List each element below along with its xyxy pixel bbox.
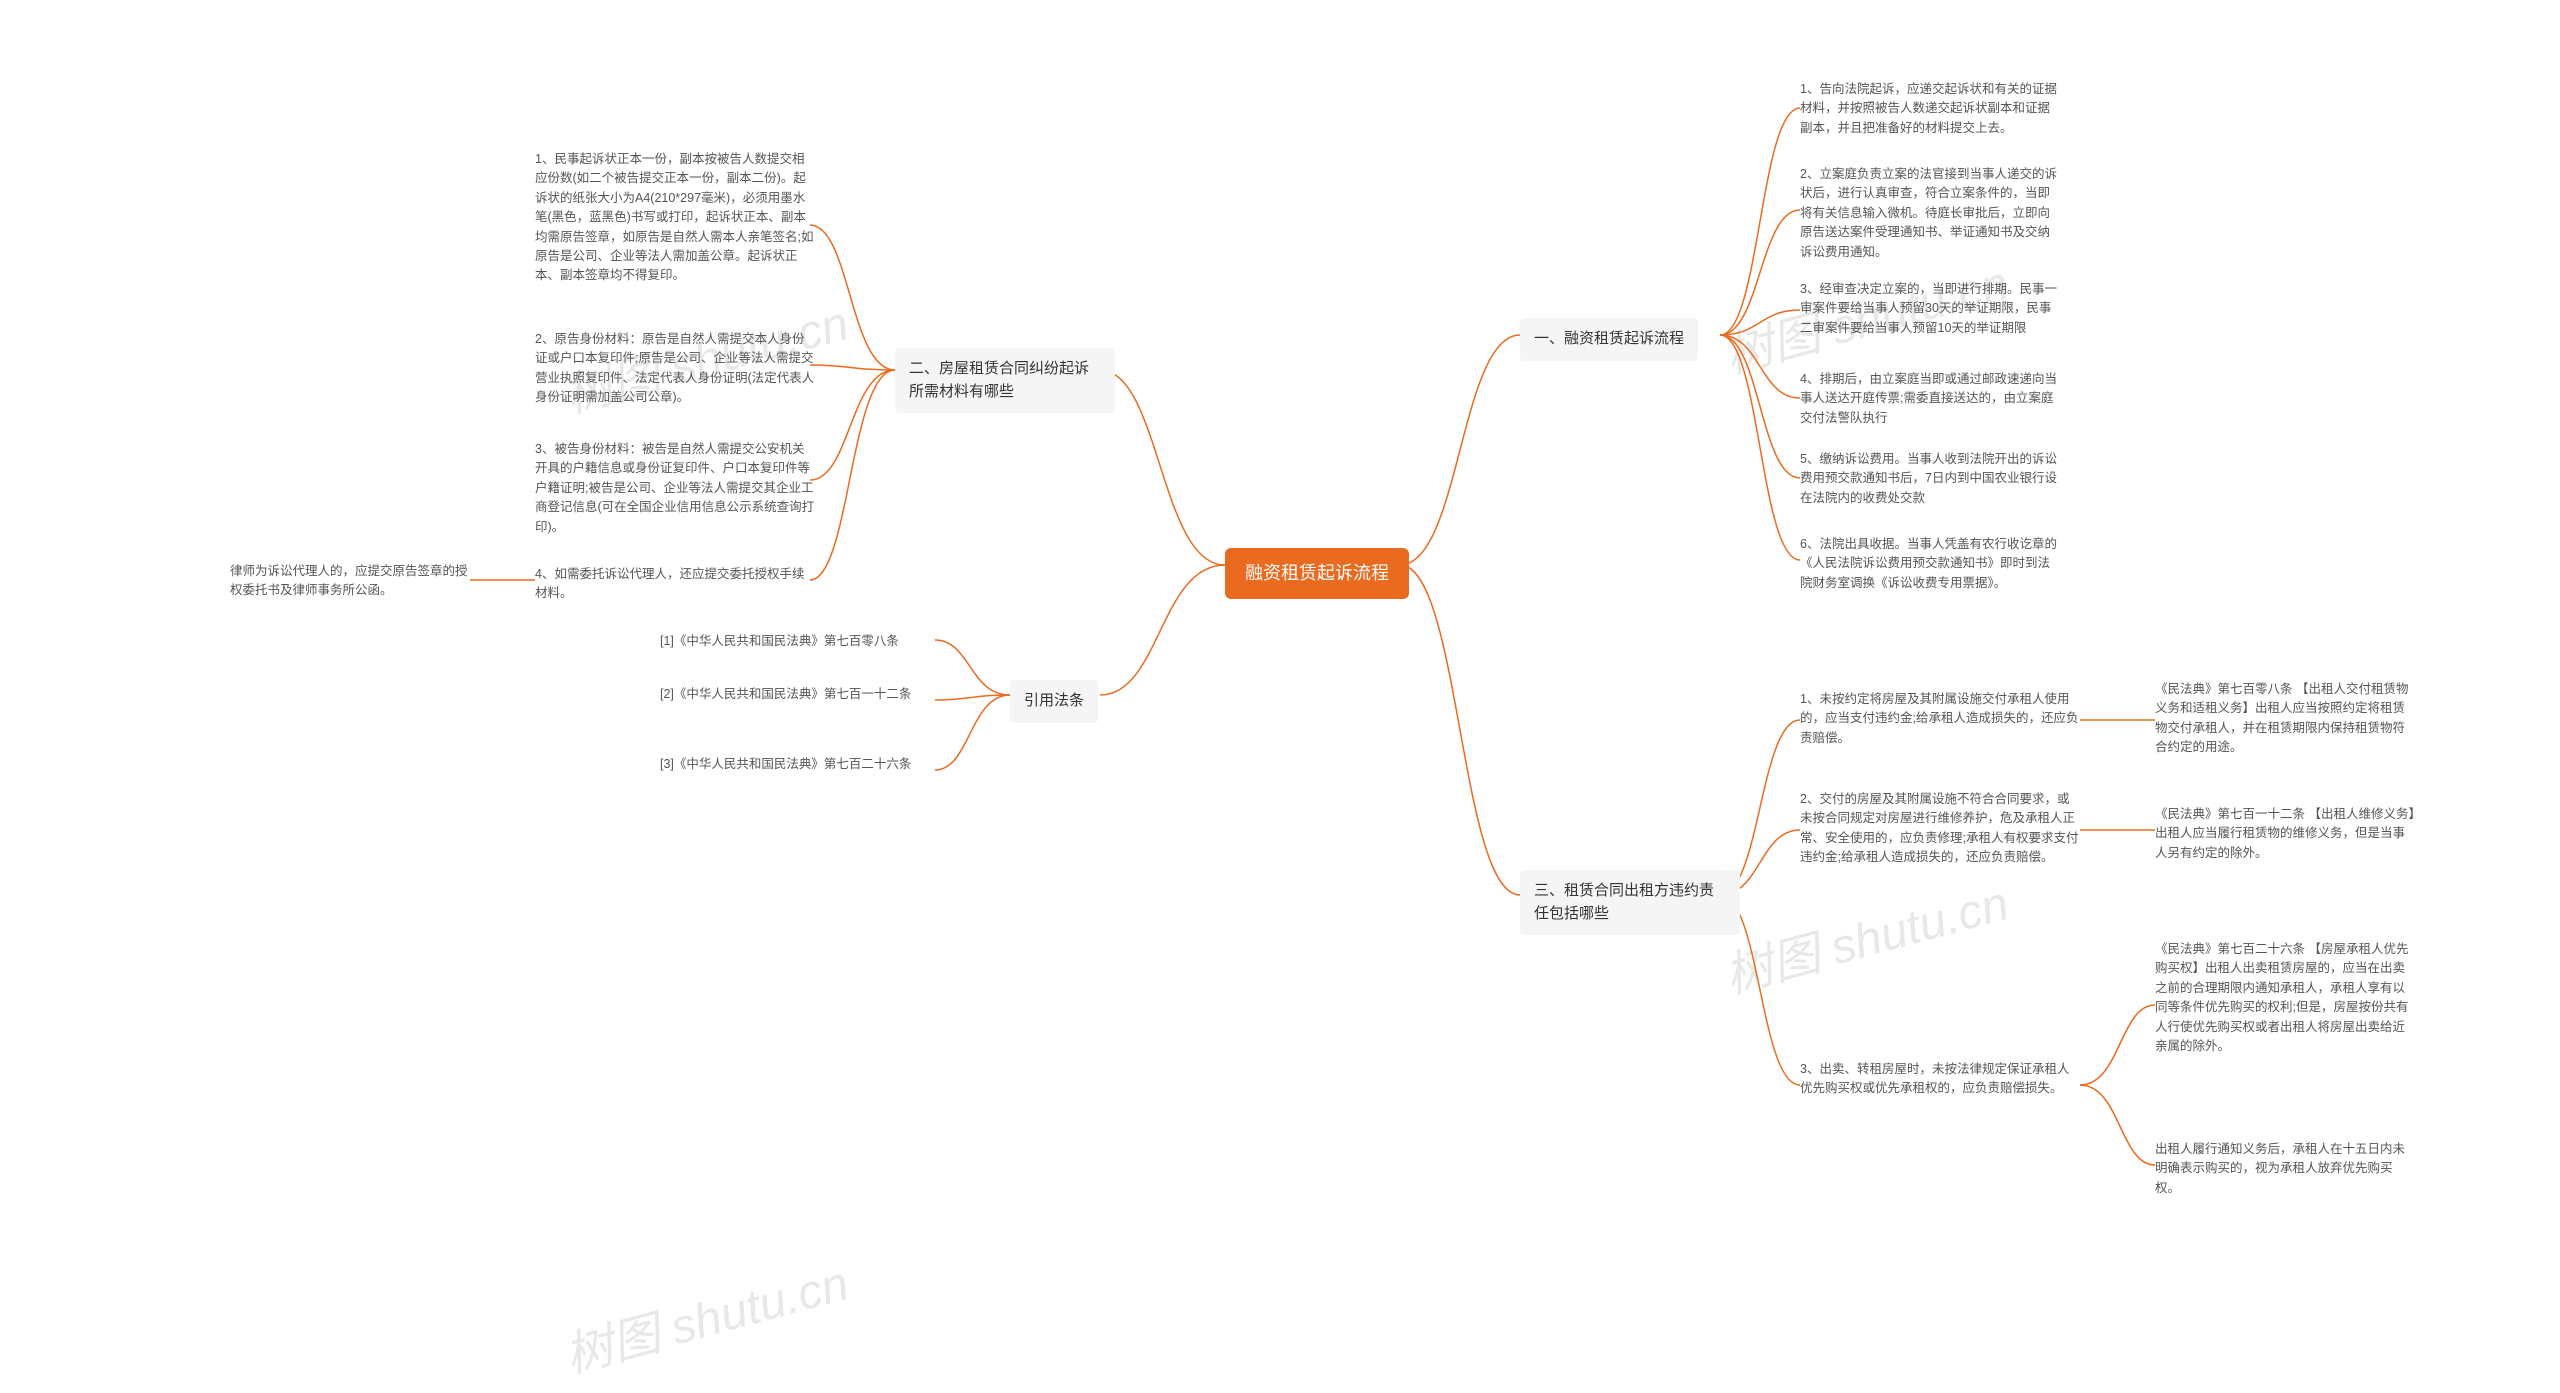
mindmap-container: 融资租赁起诉流程 一、融资租赁起诉流程 1、告向法院起诉，应递交起诉状和有关的证…: [0, 0, 2560, 1393]
branch-liability: 三、租赁合同出租方违约责任包括哪些: [1520, 870, 1740, 935]
leaf-materials-1: 1、民事起诉状正本一份，副本按被告人数提交相应份数(如二个被告提交正本一份，副本…: [535, 150, 815, 286]
leaf-process-1: 1、告向法院起诉，应递交起诉状和有关的证据材料，并按照被告人数递交起诉状副本和证…: [1800, 80, 2060, 138]
leaf-ref-2: [2]《中华人民共和国民法典》第七百一十二条: [660, 685, 911, 704]
root-node: 融资租赁起诉流程: [1225, 548, 1409, 599]
leaf-materials-3: 3、被告身份材料：被告是自然人需提交公安机关开具的户籍信息或身份证复印件、户口本…: [535, 440, 815, 537]
leaf-liability-1: 1、未按约定将房屋及其附属设施交付承租人使用的，应当支付违约金;给承租人造成损失…: [1800, 690, 2080, 748]
leaf-liability-2: 2、交付的房屋及其附属设施不符合合同要求，或未按合同规定对房屋进行维修养护，危及…: [1800, 790, 2080, 868]
leaf-ref-3: [3]《中华人民共和国民法典》第七百二十六条: [660, 755, 911, 774]
leaf-liability-3: 3、出卖、转租房屋时，未按法律规定保证承租人优先购买权或优先承租权的，应负责赔偿…: [1800, 1060, 2080, 1099]
leaf-process-4: 4、排期后，由立案庭当即或通过邮政速递向当事人送达开庭传票;需委直接送达的，由立…: [1800, 370, 2060, 428]
leaf-materials-4-sub: 律师为诉讼代理人的，应提交原告签章的授权委托书及律师事务所公函。: [230, 562, 470, 601]
leaf-materials-2: 2、原告身份材料：原告是自然人需提交本人身份证或户口本复印件;原告是公司、企业等…: [535, 330, 815, 408]
leaf-ref-1: [1]《中华人民共和国民法典》第七百零八条: [660, 632, 899, 651]
branch-references: 引用法条: [1010, 680, 1098, 723]
leaf-process-3: 3、经审查决定立案的，当即进行排期。民事一审案件要给当事人预留30天的举证期限，…: [1800, 280, 2060, 338]
leaf-process-6: 6、法院出具收据。当事人凭盖有农行收讫章的《人民法院诉讼费用预交款通知书》即时到…: [1800, 535, 2060, 593]
leaf-liability-3-sub2: 出租人履行通知义务后，承租人在十五日内未明确表示购买的，视为承租人放弃优先购买权…: [2155, 1140, 2415, 1198]
leaf-liability-2-sub: 《民法典》第七百一十二条 【出租人维修义务】出租人应当履行租赁物的维修义务，但是…: [2155, 805, 2415, 863]
leaf-liability-3-sub: 《民法典》第七百二十六条 【房屋承租人优先购买权】出租人出卖租赁房屋的，应当在出…: [2155, 940, 2415, 1056]
leaf-process-2: 2、立案庭负责立案的法官接到当事人递交的诉状后，进行认真审查，符合立案条件的，当…: [1800, 165, 2060, 262]
leaf-materials-4: 4、如需委托诉讼代理人，还应提交委托授权手续材料。: [535, 565, 815, 604]
leaf-process-5: 5、缴纳诉讼费用。当事人收到法院开出的诉讼费用预交款通知书后，7日内到中国农业银…: [1800, 450, 2060, 508]
branch-materials: 二、房屋租赁合同纠纷起诉所需材料有哪些: [895, 348, 1115, 413]
leaf-liability-1-sub: 《民法典》第七百零八条 【出租人交付租赁物义务和适租义务】出租人应当按照约定将租…: [2155, 680, 2415, 758]
branch-process: 一、融资租赁起诉流程: [1520, 318, 1698, 361]
